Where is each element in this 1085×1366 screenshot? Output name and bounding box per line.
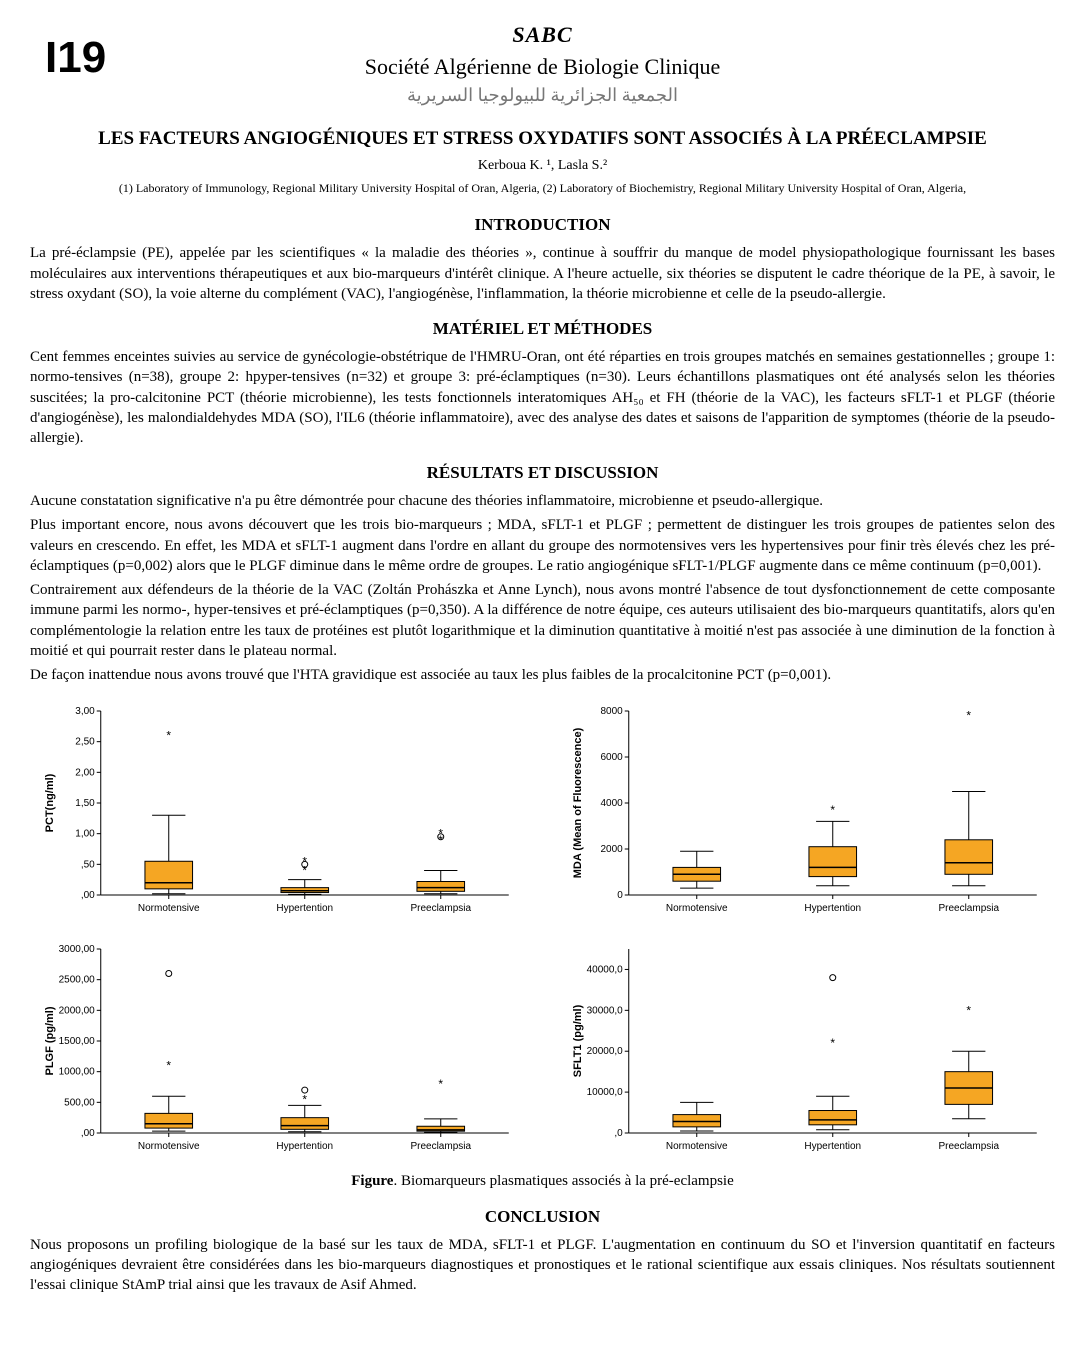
svg-text:*: * (830, 1036, 835, 1050)
abstract-id: I19 (45, 28, 106, 87)
affiliations: (1) Laboratory of Immunology, Regional M… (30, 180, 1055, 196)
svg-text:3,00: 3,00 (75, 706, 95, 717)
logo-text: SABC (30, 20, 1055, 50)
svg-text:*: * (166, 1059, 171, 1073)
figure-caption: Figure. Biomarqueurs plasmatiques associ… (30, 1171, 1055, 1191)
figure-grid: ,00,501,001,502,002,503,00PCT(ng/ml)*Nor… (30, 703, 1055, 1161)
svg-text:Hypertention: Hypertention (804, 1141, 861, 1152)
svg-text:1500,00: 1500,00 (59, 1036, 96, 1047)
svg-text:Hypertention: Hypertention (276, 903, 333, 914)
svg-text:,00: ,00 (81, 1128, 95, 1139)
results-p2: Plus important encore, nous avons découv… (30, 515, 1055, 576)
svg-text:2,50: 2,50 (75, 737, 95, 748)
introduction-text: La pré-éclampsie (PE), appelée par les s… (30, 243, 1055, 304)
svg-text:0: 0 (617, 890, 623, 901)
svg-text:4000: 4000 (600, 798, 623, 809)
svg-text:Normotensive: Normotensive (138, 903, 200, 914)
svg-text:,50: ,50 (81, 860, 95, 871)
header: I19 SABC Société Algérienne de Biologie … (30, 20, 1055, 108)
svg-text:1,50: 1,50 (75, 798, 95, 809)
results-p4: De façon inattendue nous avons trouvé qu… (30, 665, 1055, 685)
svg-text:*: * (302, 1093, 307, 1107)
methods-text: Cent femmes enceintes suivies au service… (30, 347, 1055, 448)
svg-text:6000: 6000 (600, 752, 623, 763)
svg-text:SFLT1 (pg/ml): SFLT1 (pg/ml) (571, 1005, 583, 1078)
svg-text:2,00: 2,00 (75, 768, 95, 779)
svg-text:20000,0: 20000,0 (586, 1047, 623, 1058)
chart-mda: 0 2000 4000 6000 8000 MDA (Mean of Fluorescen… (558, 703, 1056, 923)
svg-text:Hypertention: Hypertention (276, 1141, 333, 1152)
svg-text:Preeclampsia: Preeclampsia (410, 1141, 471, 1152)
svg-text:1,00: 1,00 (75, 829, 95, 840)
society-name-ar: الجمعية الجزائرية للبيولوجيا السريرية (30, 83, 1055, 107)
svg-text:10000,0: 10000,0 (586, 1088, 623, 1099)
svg-text:Preeclampsia: Preeclampsia (938, 903, 999, 914)
figure-caption-text: Biomarqueurs plasmatiques associés à la … (401, 1173, 734, 1189)
svg-text:*: * (438, 827, 443, 841)
chart-pct: ,00 ,50 1,00 1,50 2,00 2,50 3,00 PCT(ng/ml) * Nor… (30, 703, 528, 923)
svg-text:,00: ,00 (81, 890, 95, 901)
svg-text:1000,00: 1000,00 (59, 1067, 96, 1078)
results-p3: Contrairement aux défendeurs de la théor… (30, 580, 1055, 661)
section-head-results: RÉSULTATS ET DISCUSSION (30, 462, 1055, 485)
section-head-methods: MATÉRIEL ET MÉTHODES (30, 318, 1055, 341)
paper-title: LES FACTEURS ANGIOGÉNIQUES ET STRESS OXY… (30, 126, 1055, 152)
svg-text:,0: ,0 (614, 1128, 623, 1139)
svg-text:Preeclampsia: Preeclampsia (938, 1141, 999, 1152)
results-p1: Aucune constatation significative n'a pu… (30, 491, 1055, 511)
svg-text:*: * (438, 1077, 443, 1091)
svg-text:PCT(ng/ml): PCT(ng/ml) (44, 774, 56, 833)
society-name-fr: Société Algérienne de Biologie Clinique (30, 52, 1055, 82)
authors: Kerboua K. ¹, Lasla S.² (30, 157, 1055, 176)
svg-text:*: * (302, 855, 307, 869)
svg-text:*: * (830, 803, 835, 817)
svg-text:PLGF (pg/ml): PLGF (pg/ml) (44, 1007, 56, 1076)
svg-text:30000,0: 30000,0 (586, 1006, 623, 1017)
conclusion-text: Nous proposons un profiling biologique d… (30, 1235, 1055, 1296)
svg-text:2000,00: 2000,00 (59, 1006, 96, 1017)
svg-text:3000,00: 3000,00 (59, 944, 96, 955)
svg-text:*: * (166, 729, 171, 743)
svg-text:2000: 2000 (600, 844, 623, 855)
svg-text:Preeclampsia: Preeclampsia (410, 903, 471, 914)
svg-text:*: * (966, 709, 971, 723)
svg-text:8000: 8000 (600, 706, 623, 717)
svg-text:500,00: 500,00 (64, 1098, 95, 1109)
svg-text:*: * (966, 1004, 971, 1018)
svg-text:2500,00: 2500,00 (59, 975, 96, 986)
section-head-introduction: INTRODUCTION (30, 214, 1055, 237)
svg-text:40000,0: 40000,0 (586, 965, 623, 976)
svg-text:Normotensive: Normotensive (665, 903, 727, 914)
svg-text:Normotensive: Normotensive (138, 1141, 200, 1152)
svg-text:MDA (Mean of Fluorescence): MDA (Mean of Fluorescence) (571, 728, 583, 879)
chart-sflt1: ,0 10000,0 20000,0 30000,0 40000,0 SFLT1 (pg/… (558, 941, 1056, 1161)
section-head-conclusion: CONCLUSION (30, 1206, 1055, 1229)
chart-plgf: ,00 500,00 1000,00 1500,00 2000,00 2500,00 300… (30, 941, 528, 1161)
svg-text:Hypertention: Hypertention (804, 903, 861, 914)
svg-text:Normotensive: Normotensive (665, 1141, 727, 1152)
